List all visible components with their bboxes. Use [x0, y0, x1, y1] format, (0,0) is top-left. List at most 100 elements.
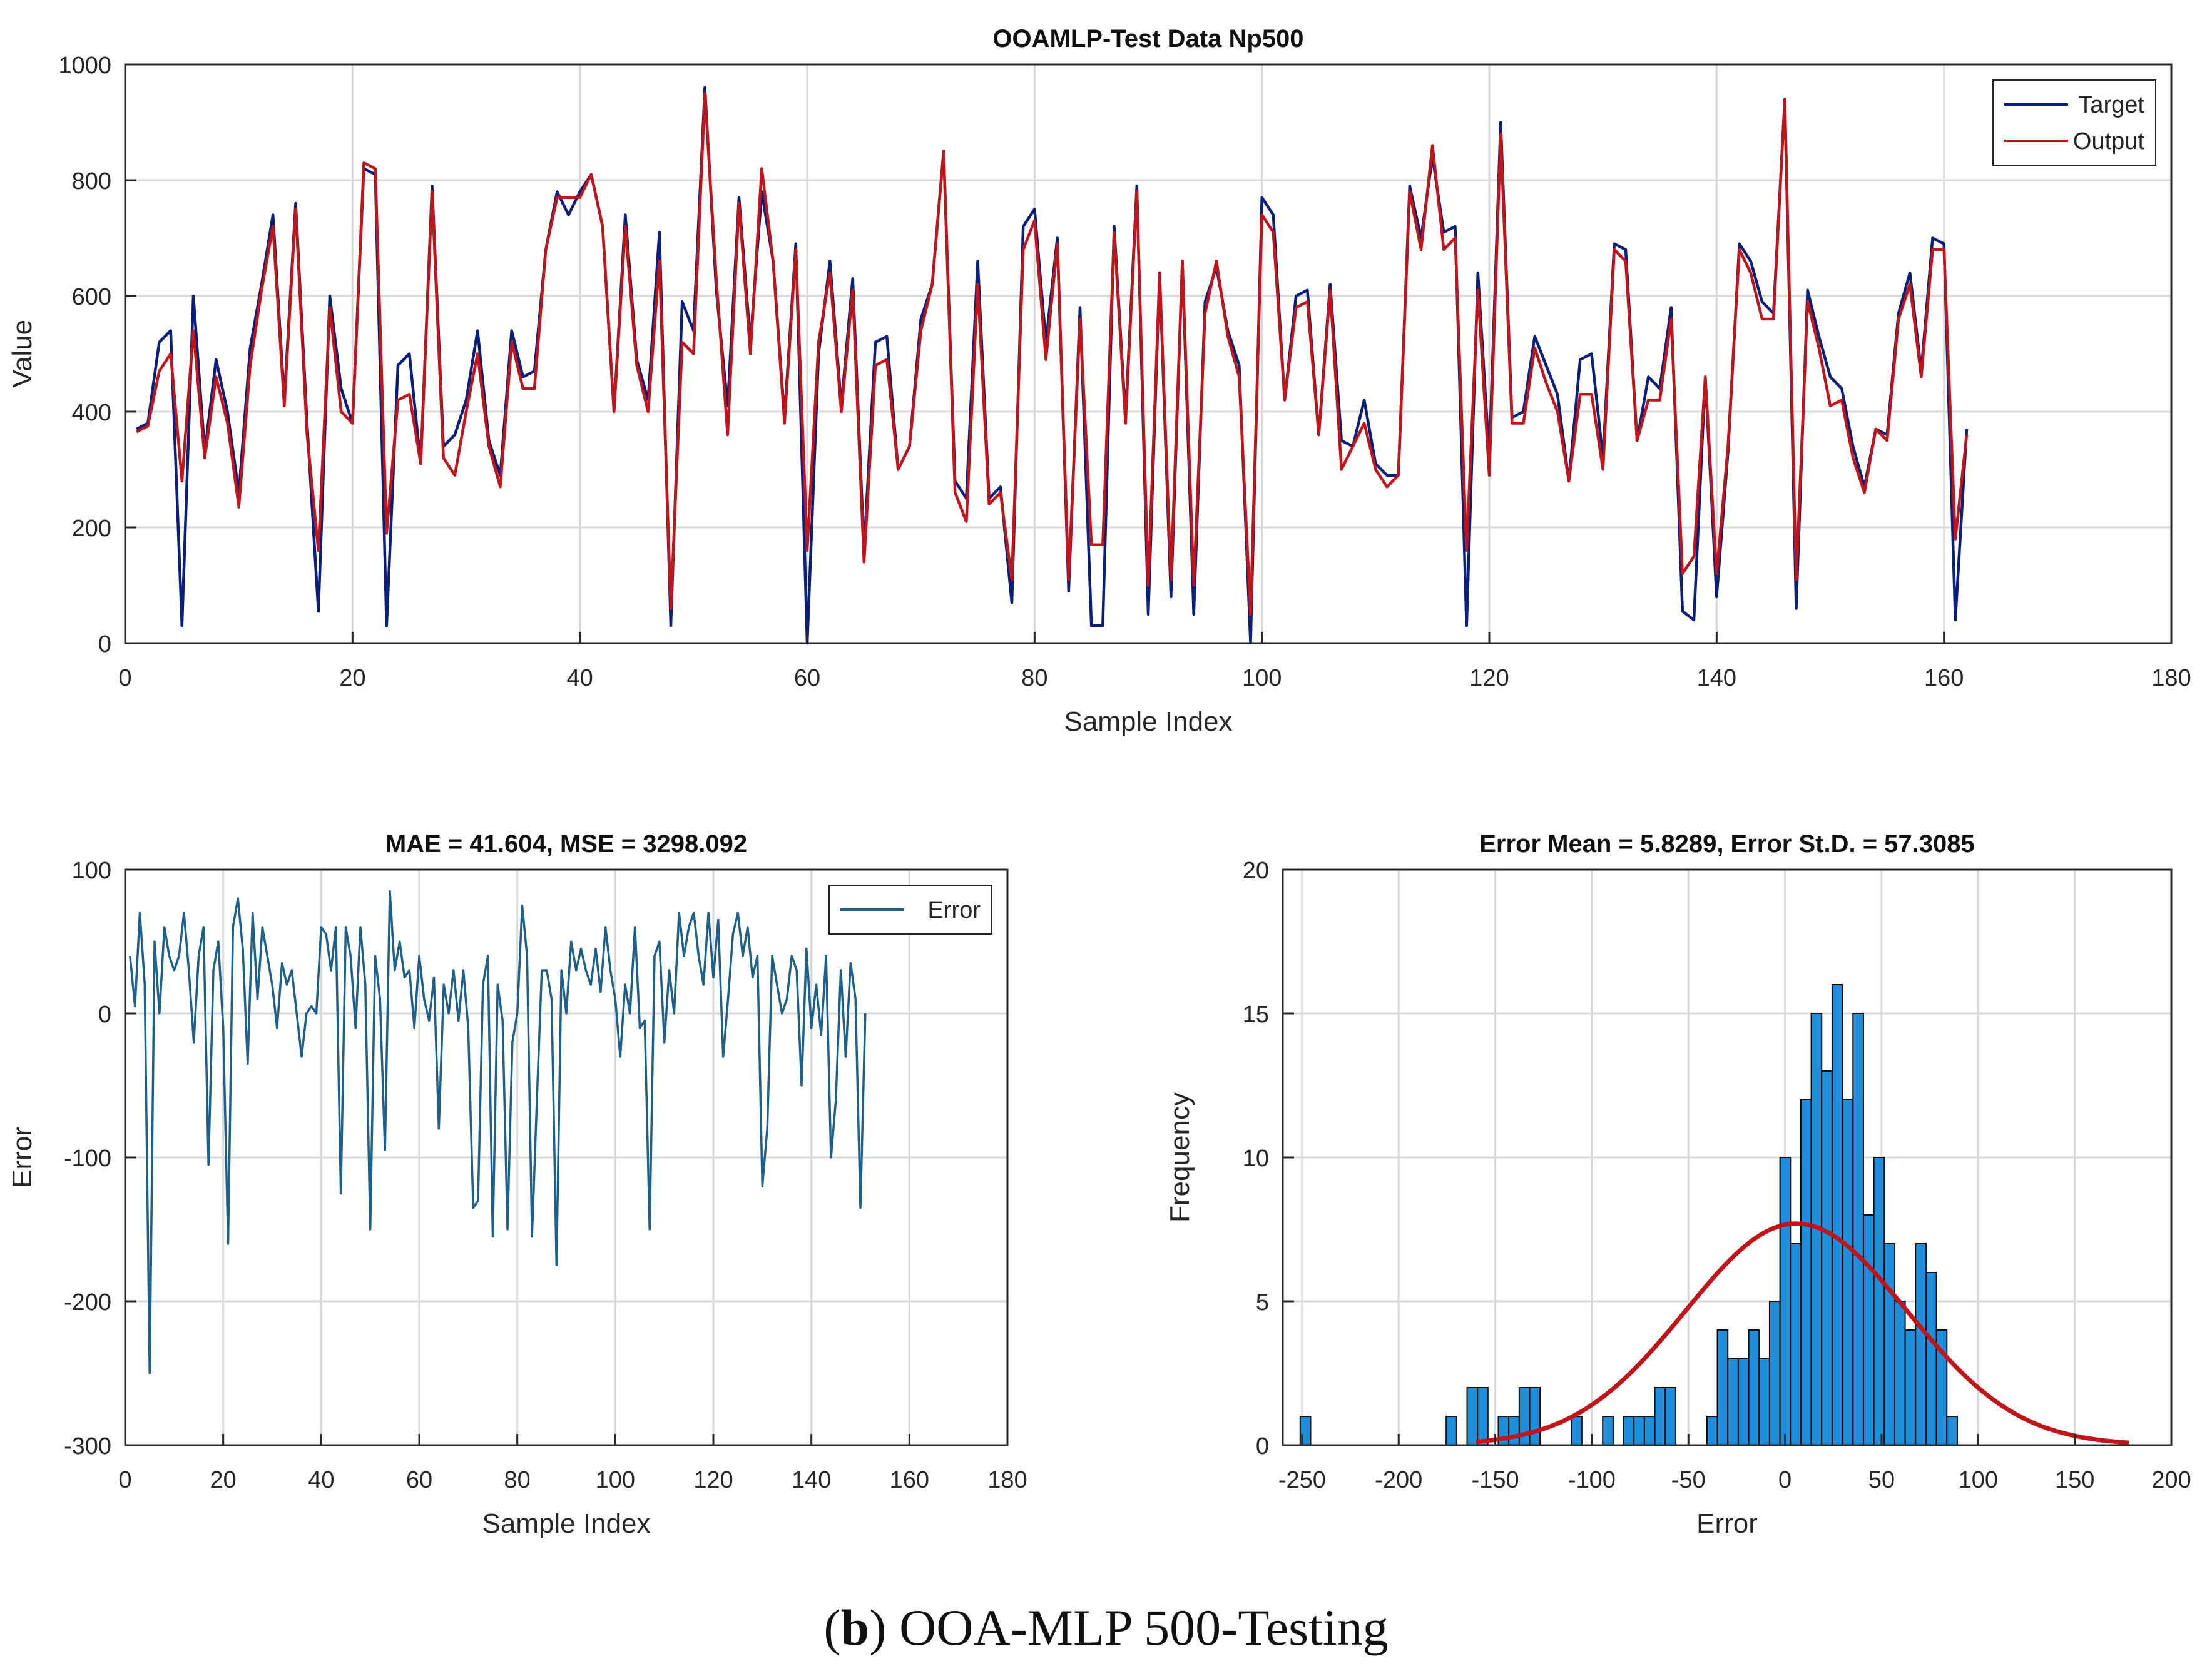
histogram-bar — [1508, 1416, 1520, 1446]
x-axis-label: Error — [1696, 1508, 1758, 1539]
legend-entry: Target — [2078, 92, 2144, 118]
y-tick-label: 20 — [1243, 858, 1269, 884]
error-histogram-chart: -250 -200 -150 -100 -50 0 50 100 150 200 0 5 10 15 20 E… — [1165, 830, 2191, 1539]
series-line-output — [136, 92, 1969, 616]
histogram-bar — [1445, 1416, 1457, 1446]
x-tick-label: 100 — [1959, 1467, 1998, 1493]
histogram-bar — [1862, 1214, 1875, 1446]
histogram-bar — [1466, 1387, 1479, 1446]
x-tick-label: 100 — [1242, 665, 1282, 691]
legend-entry: Error — [928, 897, 981, 923]
x-tick-label: 180 — [2151, 665, 2191, 691]
x-axis-label: Sample Index — [1064, 706, 1232, 737]
y-tick-label: 0 — [1256, 1433, 1269, 1460]
top-value-chart: 0 20 40 60 80 100 120 140 160 180 0 200 400 600 800 100… — [7, 25, 2191, 737]
histogram-bar — [1602, 1416, 1614, 1446]
x-tick-label: 0 — [118, 1467, 131, 1493]
x-tick-label: 120 — [1469, 665, 1509, 691]
histogram-bar — [1477, 1387, 1489, 1446]
x-tick-label: -250 — [1278, 1467, 1326, 1493]
histogram-bar — [1873, 1157, 1885, 1446]
histogram-bar — [1571, 1416, 1583, 1446]
y-tick-label: -200 — [64, 1289, 111, 1316]
x-tick-label: 150 — [2055, 1467, 2094, 1493]
axes-frame — [124, 63, 2173, 644]
histogram-bar — [1790, 1243, 1802, 1446]
x-tick-label: 80 — [504, 1467, 531, 1493]
y-axis-label: Frequency — [1165, 1092, 1195, 1222]
x-axis-label: Sample Index — [482, 1508, 650, 1539]
histogram-bar — [1946, 1416, 1958, 1446]
histogram-bar — [1779, 1157, 1792, 1446]
x-tick-label: 80 — [1021, 665, 1047, 691]
y-tick-label: -100 — [64, 1145, 111, 1172]
caption-label: b — [840, 1599, 870, 1656]
histogram-bar — [1883, 1243, 1895, 1446]
histogram-bar — [1643, 1416, 1656, 1446]
series-line-error — [129, 890, 867, 1374]
x-tick-label: 60 — [406, 1467, 432, 1493]
histogram-bar — [1737, 1358, 1750, 1446]
y-tick-label: 0 — [98, 631, 111, 658]
y-axis-label: Error — [7, 1127, 38, 1188]
histogram-bar — [1529, 1387, 1541, 1446]
y-tick-label: 200 — [72, 516, 111, 542]
histogram-bar — [1716, 1329, 1729, 1446]
caption-text: OOA-MLP 500-Testing — [886, 1599, 1389, 1656]
y-tick-label: -300 — [64, 1433, 111, 1460]
x-tick-label: 100 — [596, 1467, 635, 1493]
x-tick-label: 50 — [1868, 1467, 1895, 1493]
x-tick-label: 0 — [1778, 1467, 1792, 1493]
x-tick-label: 140 — [1697, 665, 1736, 691]
histogram-bar — [1623, 1416, 1635, 1446]
histogram-bar — [1654, 1387, 1666, 1446]
x-tick-label: 140 — [792, 1467, 831, 1493]
histogram-bar — [1893, 1301, 1906, 1446]
histogram-bar — [1904, 1329, 1917, 1446]
x-tick-label: 60 — [794, 665, 820, 691]
histogram-bar — [1821, 1070, 1833, 1446]
chart-title: MAE = 41.604, MSE = 3298.092 — [385, 830, 747, 858]
x-tick-label: -150 — [1472, 1467, 1519, 1493]
legend-entry: Output — [2073, 128, 2145, 155]
histogram-bar — [1748, 1329, 1760, 1446]
normal-fit-curve — [1476, 1221, 2129, 1445]
y-tick-label: 0 — [98, 1002, 111, 1028]
histogram-bar — [1633, 1416, 1645, 1446]
histogram-bar — [1664, 1387, 1676, 1446]
error-line-chart: 0 20 40 60 80 100 120 140 160 180 -300 -200 -100 0 100… — [7, 830, 1027, 1539]
y-tick-label: 1000 — [58, 53, 111, 79]
x-tick-label: 40 — [567, 665, 593, 691]
histogram-bar — [1706, 1416, 1718, 1446]
x-tick-label: 20 — [339, 665, 365, 691]
histogram-bar — [1915, 1243, 1927, 1446]
x-tick-label: 40 — [308, 1467, 334, 1493]
x-tick-label: -50 — [1671, 1467, 1706, 1493]
histogram-bar — [1758, 1358, 1770, 1446]
y-tick-label: 15 — [1243, 1002, 1269, 1028]
x-tick-label: 120 — [693, 1467, 733, 1493]
y-tick-label: 400 — [72, 400, 111, 426]
histogram-bar — [1831, 984, 1843, 1446]
histogram-bar — [1925, 1272, 1937, 1446]
histogram-bar — [1727, 1358, 1739, 1446]
chart-title: Error Mean = 5.8289, Error St.D. = 57.30… — [1479, 830, 1975, 858]
x-tick-label: 160 — [890, 1467, 929, 1493]
y-tick-label: 600 — [72, 284, 111, 310]
figure-caption: (b) OOA-MLP 500-Testing — [823, 1599, 1389, 1656]
x-tick-label: 200 — [2151, 1467, 2191, 1493]
x-tick-label: -100 — [1568, 1467, 1616, 1493]
legend-box — [1992, 79, 2156, 166]
histogram-bar — [1852, 1013, 1864, 1446]
y-tick-label: 5 — [1256, 1289, 1269, 1316]
chart-title: OOAMLP-Test Data Np500 — [992, 25, 1303, 53]
y-axis-label: Value — [7, 320, 38, 388]
y-tick-label: 10 — [1243, 1145, 1269, 1172]
x-tick-label: -200 — [1375, 1467, 1422, 1493]
x-tick-label: 180 — [987, 1467, 1027, 1493]
y-tick-label: 800 — [72, 168, 111, 195]
x-tick-label: 20 — [210, 1467, 237, 1493]
histogram-bar — [1800, 1099, 1812, 1446]
x-tick-label: 160 — [1924, 665, 1964, 691]
